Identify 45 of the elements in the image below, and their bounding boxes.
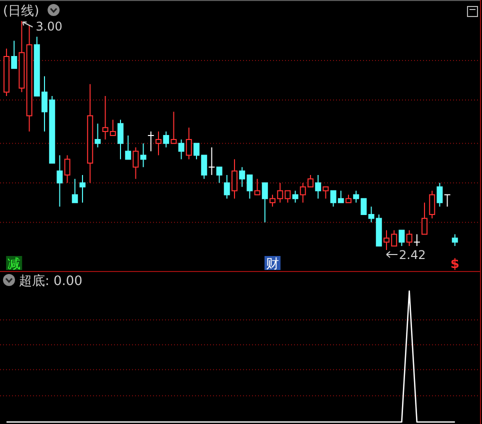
candlestick [87, 84, 94, 184]
candlestick [322, 186, 329, 200]
candlestick [163, 131, 170, 148]
chart-title: (日线) [3, 4, 40, 19]
candlestick [436, 182, 443, 208]
candlestick [18, 20, 25, 93]
candlestick [315, 174, 322, 200]
chart-title: 超底: 0.00 [19, 274, 82, 289]
candlestick [94, 123, 101, 148]
candlestick [56, 154, 63, 208]
candlestick [232, 158, 238, 200]
candlestick [156, 131, 162, 156]
candlestick [178, 138, 184, 160]
candlestick [254, 178, 260, 196]
candlestick [422, 202, 428, 235]
candlestick [208, 146, 216, 176]
candlestick [216, 166, 222, 184]
text: $ [450, 257, 460, 272]
text: 减 [8, 257, 21, 272]
candlestick [413, 234, 420, 247]
candlestick [132, 146, 139, 180]
candlestick [11, 40, 18, 69]
candlestick [224, 174, 230, 200]
candlestick [72, 178, 78, 204]
candlestick [398, 230, 405, 247]
candlestick [26, 24, 32, 132]
candlestick [429, 190, 436, 219]
candlestick [80, 174, 86, 204]
candlestick [406, 230, 412, 247]
text: 财 [266, 257, 279, 272]
candlestick [262, 182, 268, 223]
candlestick [64, 154, 70, 184]
candlestick [170, 111, 177, 144]
candlestick [147, 131, 154, 152]
candlestick [444, 194, 451, 208]
candlestick [140, 142, 146, 168]
candlestick [4, 48, 10, 97]
candlestick [452, 234, 458, 247]
annotation: 3.00 [36, 20, 62, 34]
candlestick [125, 135, 132, 160]
candlestick [118, 119, 124, 160]
candlestick [346, 194, 352, 204]
annotation: 2.42 [399, 248, 426, 262]
candlestick [292, 190, 298, 204]
candlestick [186, 127, 192, 160]
